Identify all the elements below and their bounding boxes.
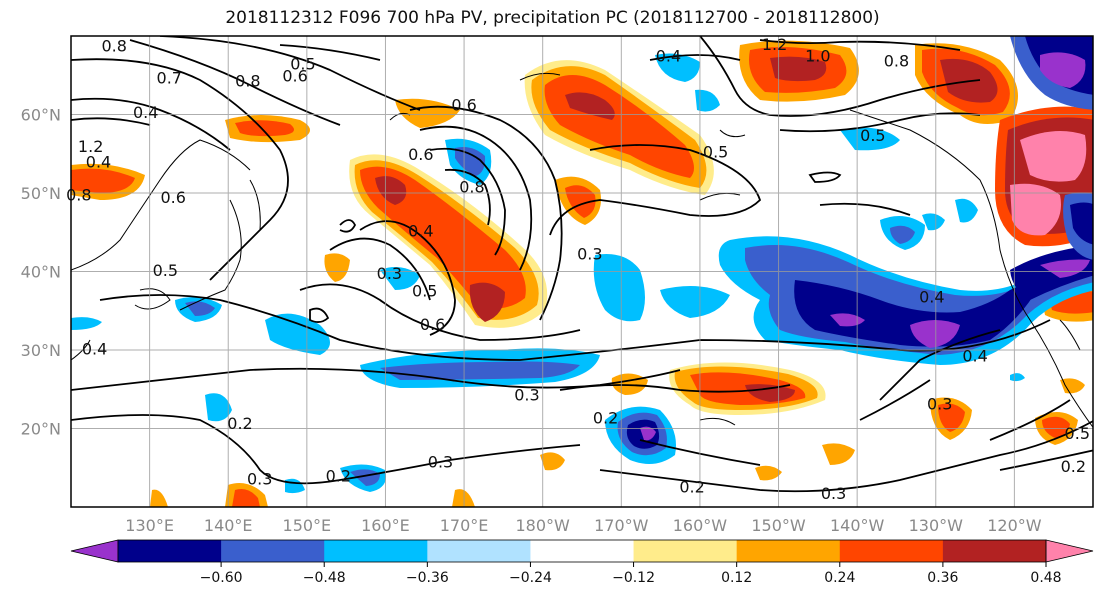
colorbar-tick-label: −0.48: [303, 570, 346, 586]
contour-label: 1.0: [805, 47, 830, 66]
contour-label: 0.5: [153, 261, 178, 280]
contour-label: 0.5: [703, 142, 728, 161]
lon-tick-label: 160°W: [673, 516, 728, 535]
contour-label: 0.4: [919, 288, 944, 307]
colorbar-swatch: [736, 540, 841, 562]
colorbar-extend-low: [70, 539, 119, 563]
contour-label: 0.5: [412, 281, 437, 300]
lon-tick-label: 140°E: [204, 516, 253, 535]
colorbar-labels: −0.60 −0.48 −0.36 −0.24 −0.12 0.12 0.24 0.36 0.4…: [200, 562, 1062, 586]
contour-label: 0.3: [514, 386, 539, 405]
lat-tick-label: 50°N: [21, 184, 61, 203]
contour-label: 0.2: [227, 414, 252, 433]
contour-label: 0.3: [577, 244, 602, 263]
contour-label: 1.2: [78, 137, 103, 156]
lon-tick-label: 170°W: [594, 516, 649, 535]
contour-label: 0.8: [459, 178, 484, 197]
lat-tick-label: 20°N: [21, 420, 61, 439]
contour-label: 0.5: [860, 126, 885, 145]
colorbar-extend-high: [1045, 539, 1094, 563]
contour-label: 0.4: [86, 153, 111, 172]
lat-tick-label: 30°N: [21, 341, 61, 360]
lon-tick-label: 150°W: [751, 516, 806, 535]
contour-label: 0.3: [247, 470, 272, 489]
lon-tick-label: 130°E: [125, 516, 174, 535]
contour-label: 0.2: [1061, 457, 1086, 476]
colorbar-swatch: [633, 540, 738, 562]
colorbar-tick-label: −0.24: [509, 570, 552, 586]
contour-labels: 0.80.50.60.7 0.80.4 0.60.50.51.0 0.81.20.60…: [66, 35, 1090, 503]
contour-label: 0.5: [1065, 424, 1090, 443]
contour-label: 0.2: [679, 478, 704, 497]
lat-tick-label: 60°N: [21, 106, 61, 125]
colorbar-swatch: [942, 540, 1047, 562]
latitude-axis-labels: 20°N 30°N 40°N 50°N 60°N: [21, 106, 61, 439]
longitude-axis-labels: 130°E 140°E 150°E 160°E 170°E 180°W 170°W 160°W…: [125, 516, 1041, 535]
colorbar-tick-label: −0.60: [200, 570, 243, 586]
contour-label: 0.4: [82, 339, 107, 358]
contour-label: 0.6: [451, 95, 476, 114]
contour-label: 0.6: [420, 315, 445, 334]
grid-lines: [71, 36, 1093, 507]
coastlines: [71, 72, 1093, 429]
colorbar-tick-label: 0.36: [927, 570, 958, 586]
contour-label: 0.6: [408, 145, 433, 164]
contour-label: 0.7: [157, 69, 182, 88]
lon-tick-label: 170°E: [440, 516, 489, 535]
lat-tick-label: 40°N: [21, 263, 61, 282]
colorbar-swatch: [427, 540, 531, 562]
colorbar-swatch: [221, 540, 325, 562]
contour-label: 0.4: [133, 103, 158, 122]
lon-tick-label: 120°W: [987, 516, 1042, 535]
contour-label: 0.4: [656, 47, 681, 66]
contour-label: 0.3: [927, 394, 952, 413]
precipitation-shading: [71, 36, 1093, 507]
plot-frame: [70, 35, 1094, 508]
contour-label: 0.4: [408, 222, 433, 241]
figure-title: 2018112312 F096 700 hPa PV, precipitatio…: [225, 8, 880, 28]
contour-label: 0.6: [282, 66, 307, 85]
contour-label: 0.2: [593, 409, 618, 428]
colorbar-tick-label: −0.12: [612, 570, 655, 586]
contour-label: 0.3: [377, 264, 402, 283]
colorbar-tick-label: −0.36: [406, 570, 449, 586]
contour-label: 0.8: [884, 51, 909, 70]
colorbar-tick-label: 0.12: [721, 570, 752, 586]
colorbar: [70, 539, 1094, 563]
contour-label: 0.3: [428, 452, 453, 471]
lon-tick-label: 180°W: [516, 516, 571, 535]
contour-label: 1.2: [762, 35, 787, 54]
contour-label: 0.5: [290, 54, 315, 73]
contour-label: 0.3: [821, 484, 846, 503]
contour-label: 0.8: [235, 72, 260, 91]
lon-tick-label: 130°W: [909, 516, 964, 535]
colorbar-swatch: [530, 540, 635, 562]
colorbar-frame: [117, 539, 1047, 563]
contour-label: 0.8: [66, 186, 91, 205]
colorbar-tick-label: 0.24: [824, 570, 855, 586]
colorbar-swatch: [324, 540, 428, 562]
contour-label: 0.8: [102, 36, 127, 55]
contour-label: 0.4: [962, 346, 987, 365]
colorbar-tick-label: 0.48: [1030, 570, 1061, 586]
colorbar-swatch: [118, 540, 222, 562]
lon-tick-label: 150°E: [283, 516, 332, 535]
lon-tick-label: 160°E: [361, 516, 410, 535]
lon-tick-label: 140°W: [830, 516, 885, 535]
colorbar-swatch: [839, 540, 944, 562]
contour-label: 0.6: [160, 188, 185, 207]
contour-label: 0.2: [326, 467, 351, 486]
pv-contours: [71, 36, 1093, 493]
